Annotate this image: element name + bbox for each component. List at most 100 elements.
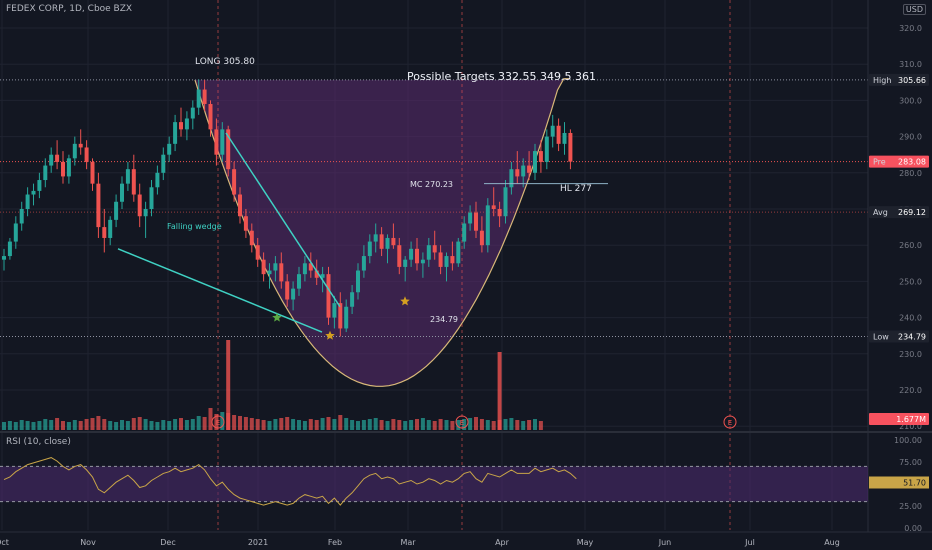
candle-body — [220, 129, 225, 155]
earnings-marker-label: E — [216, 419, 220, 427]
candle-body — [527, 165, 532, 173]
candle-body — [544, 136, 549, 162]
candle-body — [255, 245, 260, 260]
volume-bar — [338, 415, 343, 430]
candle-body — [90, 161, 95, 184]
volume-bar — [297, 420, 301, 430]
price-tag-value: 269.12 — [898, 208, 926, 217]
rsi-tick-label: 25.00 — [899, 502, 922, 511]
volume-bar — [474, 417, 478, 430]
candle-body — [25, 194, 30, 209]
price-tick-label: 320.0 — [899, 24, 922, 33]
candle-body — [78, 143, 83, 148]
volume-bar — [61, 421, 65, 430]
rsi-value-tag — [869, 476, 929, 489]
candle-body — [556, 125, 561, 144]
volume-bar — [415, 419, 419, 430]
candle-body — [149, 187, 154, 209]
volume-bar — [367, 419, 372, 430]
candle-body — [202, 89, 207, 105]
volume-bar — [66, 422, 71, 430]
volume-spike — [497, 352, 502, 430]
candle-body — [332, 303, 337, 318]
candle-body — [509, 169, 514, 188]
volume-bar — [491, 421, 496, 430]
currency-badge[interactable]: USD — [902, 4, 926, 15]
candle-body — [267, 270, 272, 275]
earnings-marker-icon — [211, 415, 225, 429]
candle-body — [72, 143, 77, 159]
volume-bar — [503, 419, 508, 430]
volume-bar — [326, 417, 331, 430]
candle-body — [533, 151, 537, 173]
candle-body — [102, 227, 107, 238]
candle-body — [550, 125, 555, 137]
price-tag-value: 283.08 — [898, 158, 926, 167]
candle-body — [379, 234, 384, 249]
candle-body — [243, 216, 248, 231]
candle-body — [137, 194, 142, 217]
earnings-marker-label: E — [460, 419, 464, 427]
candle-body — [420, 259, 425, 264]
volume-bar — [214, 414, 219, 430]
volume-bar — [31, 422, 36, 430]
candle-body — [61, 161, 65, 177]
volume-bar — [361, 420, 366, 430]
volume-bar — [143, 419, 148, 430]
earnings-marker-icon — [723, 415, 737, 429]
volume-bar — [49, 420, 54, 430]
volume-bar — [2, 422, 6, 430]
price-tick-label: 280.0 — [899, 169, 922, 178]
candle-body — [497, 209, 502, 217]
volume-bar — [462, 419, 467, 430]
time-tick-label: May — [577, 538, 594, 547]
volume-bar — [468, 418, 473, 430]
volume-bar — [409, 420, 414, 430]
candle-body — [208, 104, 213, 130]
volume-bar — [37, 421, 42, 430]
volume-bar — [356, 421, 360, 430]
volume-bar — [149, 421, 154, 430]
time-tick-label: Mar — [400, 538, 416, 547]
star-marker — [400, 296, 410, 306]
candle-body — [249, 230, 254, 246]
candle-body — [120, 183, 124, 202]
candle-body — [326, 274, 331, 318]
candle-body — [367, 241, 372, 257]
volume-bar — [120, 420, 124, 430]
candle-body — [226, 129, 231, 170]
candle-body — [131, 169, 136, 195]
volume-bar — [84, 419, 89, 430]
price-tag-value: 305.66 — [898, 76, 926, 85]
candle-body — [538, 151, 543, 162]
volume-bar — [220, 412, 225, 430]
volume-bar — [184, 420, 189, 430]
volume-bar — [320, 418, 325, 430]
time-tick-label: Oct — [0, 538, 9, 547]
rsi-line — [3, 457, 577, 506]
candle-body — [409, 248, 414, 260]
candle-body — [43, 165, 48, 181]
candle-body — [214, 129, 219, 155]
price-tag — [869, 413, 929, 425]
volume-bar — [90, 418, 95, 430]
candle-body — [19, 209, 24, 224]
volume-bar — [332, 419, 337, 430]
price-tick-label: 300.0 — [899, 96, 922, 105]
candle-body — [7, 241, 12, 257]
candle-body — [438, 252, 443, 267]
time-tick-label: Nov — [80, 538, 96, 547]
price-tag — [869, 73, 929, 86]
volume-bar — [137, 417, 142, 430]
candle-body — [84, 147, 89, 162]
candle-body — [568, 132, 573, 162]
candle-body — [31, 190, 36, 195]
candle-body — [391, 237, 396, 246]
candle-body — [179, 122, 183, 130]
candle-body — [114, 201, 119, 220]
candle-body — [261, 259, 266, 275]
annotation-label: LONG 305.80 — [195, 57, 255, 67]
candle-body — [479, 230, 484, 246]
volume-bar — [397, 420, 402, 430]
